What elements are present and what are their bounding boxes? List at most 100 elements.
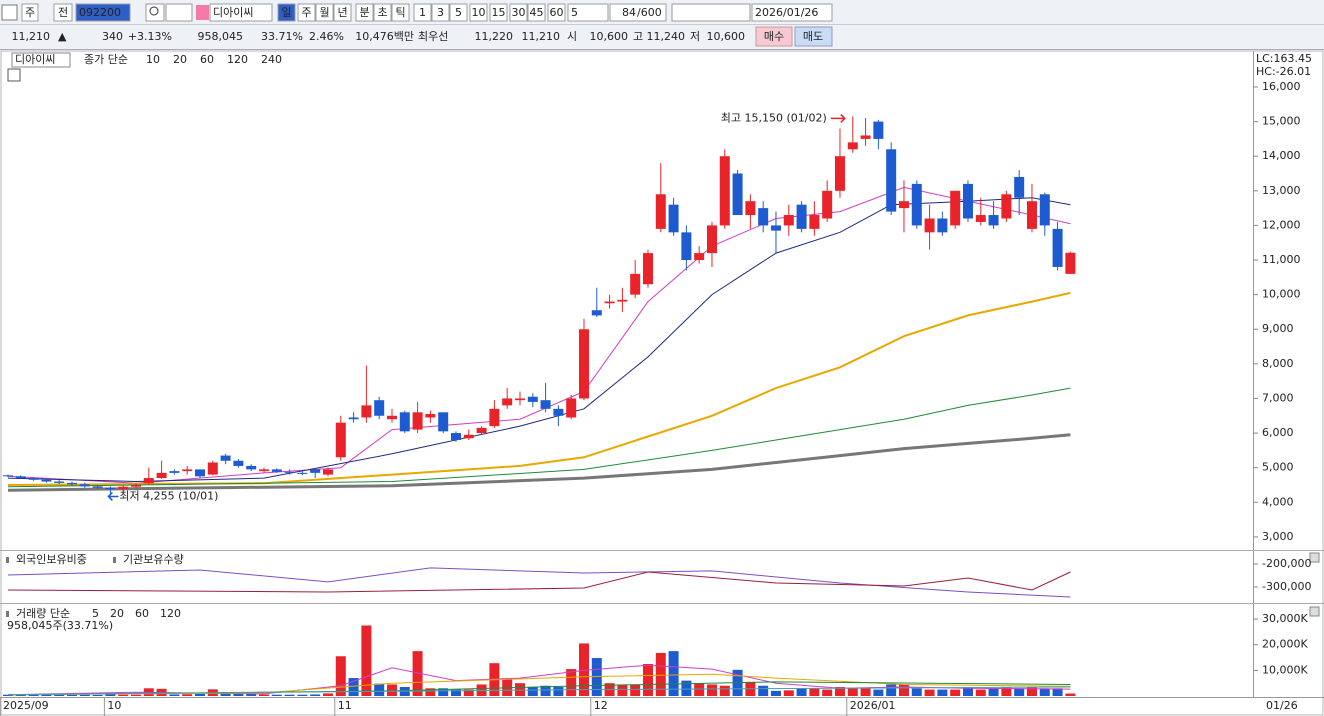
volume-bar — [15, 694, 26, 696]
volume-bar — [54, 694, 65, 696]
interval-button[interactable] — [547, 3, 566, 22]
interval-select[interactable] — [567, 3, 609, 22]
y-tick-label: 16,000 — [1262, 80, 1301, 93]
menu-icon[interactable] — [1, 4, 18, 21]
count-input[interactable] — [609, 3, 667, 22]
x-tick-label: 12 — [594, 699, 608, 712]
candle-body — [962, 183, 973, 219]
prev-button[interactable] — [53, 3, 73, 22]
interval-button-label: 60 — [550, 6, 564, 19]
period-button-label: 주 — [301, 6, 311, 19]
candle-body — [540, 400, 551, 409]
candle-body — [233, 460, 244, 466]
sound-button[interactable] — [165, 3, 193, 22]
stock-name[interactable] — [209, 3, 273, 22]
period-button[interactable] — [315, 3, 334, 22]
volume-bar — [566, 669, 577, 696]
interval-button[interactable] — [431, 3, 450, 22]
volume-bar — [924, 689, 935, 696]
panel-button[interactable] — [1309, 606, 1320, 617]
candle-body — [681, 232, 692, 261]
search-button[interactable] — [145, 3, 165, 22]
interval-button[interactable] — [413, 3, 432, 22]
candle-body — [118, 486, 129, 490]
volume-bar — [271, 694, 282, 696]
volume-bar — [681, 680, 692, 696]
interval-button[interactable] — [449, 3, 468, 22]
y-tick-label: 5,000 — [1262, 461, 1294, 474]
period-button-label: 틱 — [395, 6, 405, 19]
legend-entry: 10 — [146, 53, 160, 66]
volume-bar — [246, 693, 257, 696]
candle-body — [655, 194, 666, 229]
candle-body — [847, 142, 858, 150]
candle-body — [758, 208, 769, 226]
interval-button[interactable] — [489, 3, 508, 22]
candle-body — [668, 204, 679, 233]
period-button[interactable] — [391, 3, 410, 22]
search-icon — [149, 6, 159, 16]
y-tick-label: 8,000 — [1262, 357, 1294, 370]
candle-body — [130, 484, 141, 487]
volume-bar — [322, 693, 333, 696]
line-series — [7, 387, 1071, 488]
volume-subtitle: 958,045주(33.71%) — [7, 619, 113, 632]
volume-bar — [950, 689, 961, 696]
tool-icons[interactable] — [671, 3, 751, 22]
candle-body — [438, 412, 449, 432]
volume-bar — [706, 684, 717, 696]
volume-bar — [1026, 687, 1037, 696]
quote-low-label: 저 — [690, 30, 700, 43]
candle-body — [694, 253, 705, 261]
interval-button[interactable] — [469, 3, 488, 22]
grid-toggle[interactable] — [7, 68, 21, 82]
line-series — [7, 686, 1071, 696]
period-button[interactable] — [277, 3, 296, 22]
candle-body — [297, 472, 308, 474]
candle-body — [220, 455, 231, 461]
line-series — [7, 433, 1071, 492]
y-tick-label: 7,000 — [1262, 391, 1294, 404]
candle-body — [783, 215, 794, 226]
candle-body — [2, 475, 13, 477]
date-input-label: 2026/01/26 — [755, 6, 818, 19]
candle-body — [66, 482, 77, 485]
interval-button[interactable] — [527, 3, 546, 22]
volume-bar — [92, 694, 103, 696]
date-input[interactable] — [751, 3, 833, 22]
candle-body — [1065, 252, 1076, 274]
buy-button[interactable] — [755, 26, 793, 47]
period-button[interactable] — [297, 3, 316, 22]
volume-bar — [1065, 693, 1076, 696]
annotation-text: 최저 4,255 (10/01) — [119, 489, 218, 502]
period-button[interactable] — [355, 3, 374, 22]
candle-body — [79, 484, 90, 487]
panel-button[interactable] — [1309, 552, 1320, 563]
quote-best-label: 최우선 — [418, 30, 448, 43]
candle-body — [361, 405, 372, 418]
line-series — [7, 567, 1071, 598]
period-button[interactable] — [333, 3, 352, 22]
volume-bar — [617, 684, 628, 696]
market-select[interactable] — [21, 3, 39, 22]
interval-button[interactable] — [509, 3, 528, 22]
candle-body — [169, 471, 180, 473]
y-tick-label: 14,000 — [1262, 149, 1301, 162]
volume-bar — [822, 689, 833, 696]
candle-body — [92, 486, 103, 488]
y-tick-label: 20,000K — [1262, 638, 1308, 651]
candle-body — [822, 190, 833, 219]
candle-body — [322, 469, 333, 475]
candle-body — [374, 400, 385, 416]
period-button[interactable] — [373, 3, 392, 22]
count-max: /600 — [637, 6, 662, 19]
code-input[interactable] — [75, 3, 131, 22]
candle-body — [719, 156, 730, 226]
volume-bar — [233, 693, 244, 696]
volume-bar — [898, 684, 909, 696]
volume-bar — [886, 684, 897, 696]
candle-body — [553, 408, 564, 416]
volume-bar — [834, 687, 845, 696]
indicator: LC:163.45 — [1256, 52, 1312, 65]
sell-button[interactable] — [794, 26, 833, 47]
